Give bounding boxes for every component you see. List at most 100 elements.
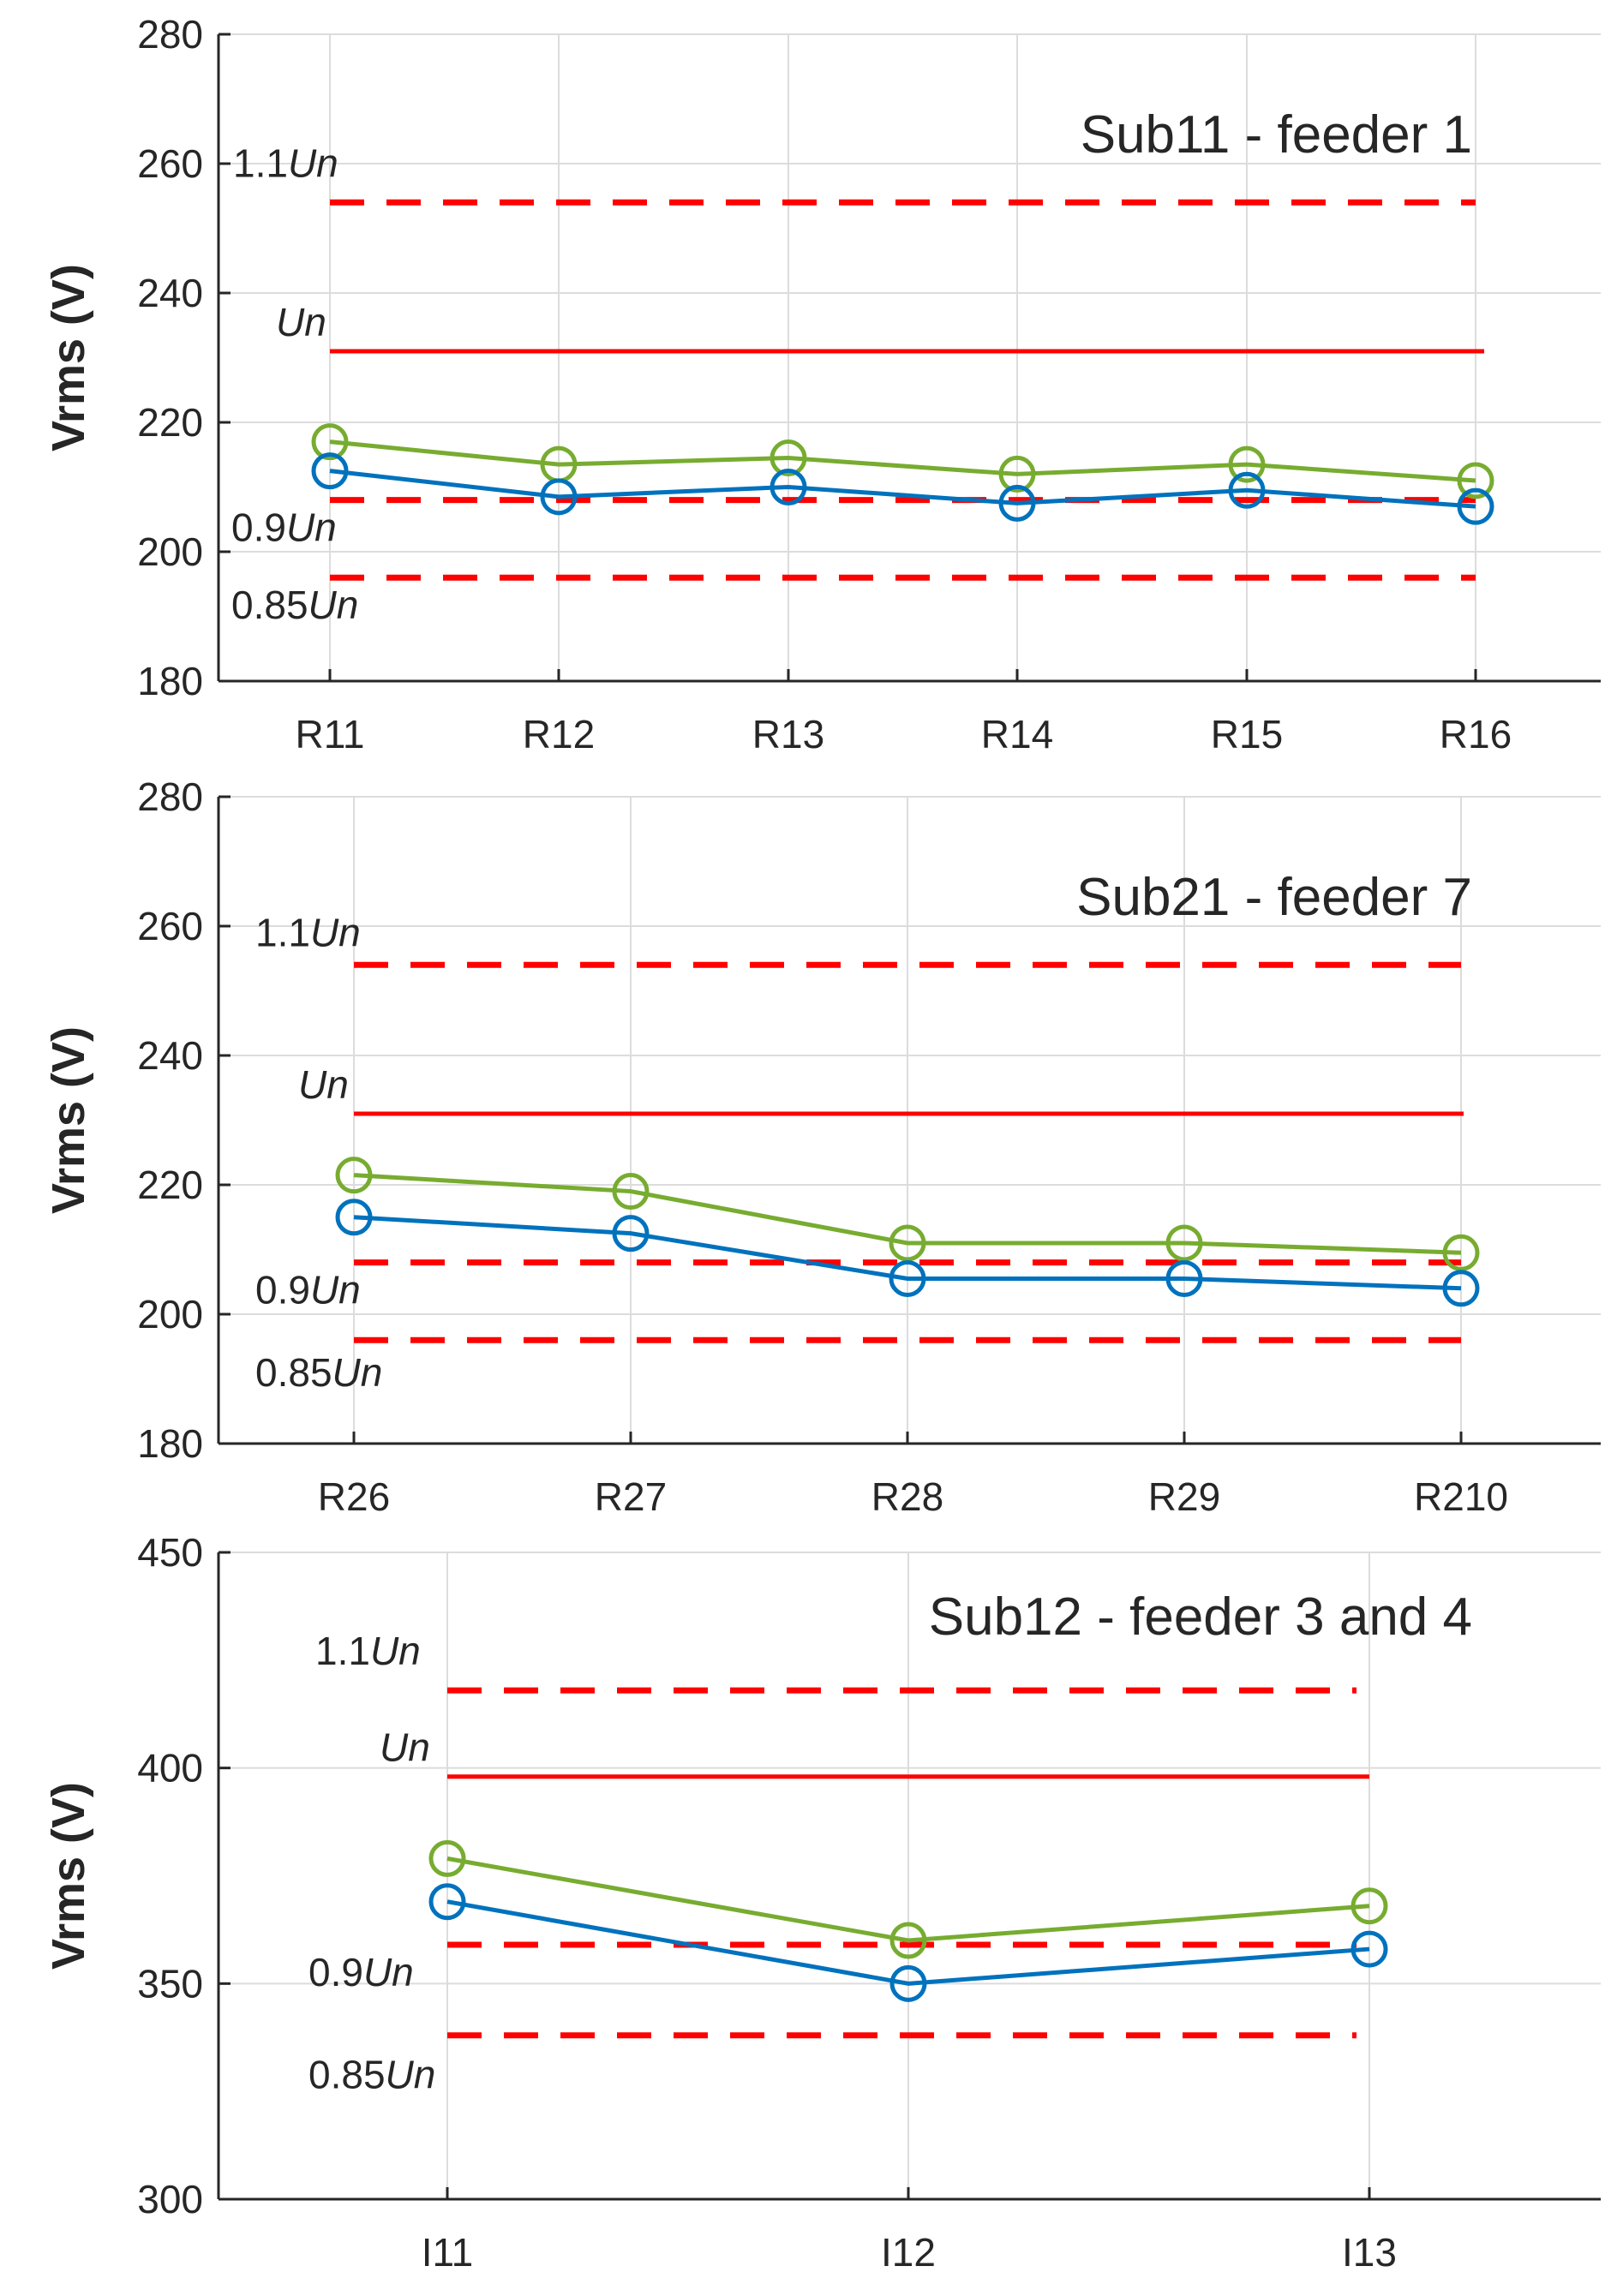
- data-point-green: [311, 423, 349, 461]
- data-point-blue: [889, 1964, 927, 2002]
- data-point-blue: [540, 478, 578, 516]
- series-line-blue: [329, 469, 1476, 509]
- y-tick-label: 350: [137, 1961, 203, 2006]
- x-tick-label: R210: [1414, 1474, 1508, 1519]
- data-point-blue: [335, 1199, 373, 1236]
- x-tick-label: R14: [981, 712, 1053, 756]
- data-point-green: [612, 1173, 650, 1211]
- data-point-blue: [770, 469, 807, 505]
- data-point-blue: [1165, 1259, 1203, 1297]
- reference-line-label: 0.9Un: [308, 1950, 414, 1994]
- y-tick-label: 280: [137, 12, 203, 57]
- y-tick-label: 220: [137, 400, 203, 445]
- reference-label-prefix: 1.1: [255, 910, 310, 954]
- reference-line-label: 1.1Un: [315, 1629, 421, 1673]
- data-point-blue: [1442, 1270, 1480, 1307]
- x-tick-label: R16: [1440, 712, 1512, 756]
- y-tick-label: 200: [137, 1292, 203, 1336]
- reference-label-prefix: 0.9: [255, 1268, 310, 1312]
- reference-label-italic: Un: [363, 1950, 414, 1994]
- data-point-green: [1442, 1234, 1480, 1271]
- reference-label-italic: Un: [310, 910, 361, 954]
- reference-label-prefix: 0.85: [308, 2053, 386, 2097]
- reference-line-label: Un: [276, 300, 326, 344]
- y-tick-label: 240: [137, 1033, 203, 1078]
- data-point-green: [335, 1157, 373, 1194]
- reference-label-prefix: 1.1: [315, 1629, 370, 1673]
- data-point-green: [1457, 462, 1494, 499]
- reference-line-label: Un: [298, 1062, 349, 1107]
- reference-label-prefix: 0.85: [231, 583, 308, 627]
- reference-line-label: 0.85Un: [308, 2053, 435, 2097]
- y-tick-label: 260: [137, 141, 203, 186]
- data-point-green: [1351, 1887, 1388, 1925]
- reference-line-label: 0.9Un: [231, 505, 337, 550]
- reference-label-prefix: 0.9: [231, 505, 286, 550]
- x-tick-label: R11: [296, 712, 365, 756]
- reference-line-label: 0.85Un: [255, 1350, 382, 1395]
- reference-label-italic: Un: [276, 300, 326, 344]
- reference-label-italic: Un: [386, 2053, 436, 2097]
- reference-label-italic: Un: [310, 1268, 361, 1312]
- data-point-green: [1228, 445, 1266, 483]
- chart-title: Sub21 - feeder 7: [1076, 868, 1472, 927]
- chart-panel-1: 180 200 220 240 260 280 R11 R12 R13 R14 R15 R16 Vrms…: [43, 12, 1601, 756]
- data-point-blue: [311, 452, 349, 490]
- reference-label-italic: Un: [286, 505, 337, 550]
- reference-label-italic: Un: [308, 583, 359, 627]
- reference-line-label: 0.85Un: [231, 583, 358, 627]
- y-tick-label: 180: [137, 659, 203, 703]
- y-axis-label: Vrms (V): [43, 1026, 94, 1214]
- data-point-blue: [1351, 1930, 1388, 1968]
- y-tick-label: 300: [137, 2177, 203, 2221]
- reference-label-prefix: 0.9: [308, 1950, 363, 1994]
- data-point-blue: [889, 1259, 926, 1297]
- reference-label-prefix: 0.85: [255, 1350, 332, 1395]
- chart-title: Sub11 - feeder 1: [1081, 105, 1472, 164]
- data-point-green: [889, 1224, 926, 1262]
- data-point-green: [889, 1922, 927, 1959]
- data-point-blue: [1228, 471, 1266, 509]
- x-tick-label: R29: [1148, 1474, 1220, 1519]
- series-line-green: [353, 1173, 1462, 1255]
- reference-label-italic: Un: [288, 141, 338, 185]
- y-tick-label: 260: [137, 904, 203, 948]
- data-point-blue: [1457, 487, 1494, 525]
- series-line-blue: [353, 1215, 1462, 1291]
- reference-label-italic: Un: [332, 1350, 383, 1395]
- x-tick-label: R12: [523, 712, 595, 756]
- chart-panel-2: 180 200 220 240 260 280 R26 R27 R28 R29 R210 Vrms (…: [43, 774, 1601, 1519]
- reference-line-label: Un: [380, 1725, 430, 1770]
- x-tick-label: R13: [752, 712, 824, 756]
- data-point-green: [428, 1839, 466, 1877]
- data-point-green: [1165, 1224, 1203, 1262]
- x-tick-label: R27: [595, 1474, 667, 1519]
- x-tick-label: R15: [1211, 712, 1283, 756]
- reference-line-label: 0.9Un: [255, 1268, 361, 1312]
- reference-label-italic: Un: [380, 1725, 430, 1770]
- y-tick-label: 180: [137, 1421, 203, 1466]
- data-point-green: [998, 455, 1036, 493]
- y-tick-label: 280: [137, 774, 203, 819]
- y-tick-label: 240: [137, 271, 203, 315]
- series-line-blue: [446, 1899, 1370, 1986]
- reference-line-label: 1.1Un: [255, 910, 361, 954]
- data-point-blue: [998, 484, 1036, 522]
- x-tick-label: I12: [881, 2230, 936, 2275]
- y-axis-label: Vrms (V): [43, 1782, 94, 1970]
- x-tick-label: R28: [871, 1474, 943, 1519]
- data-point-blue: [428, 1883, 466, 1921]
- x-tick-label: I13: [1342, 2230, 1397, 2275]
- series-line-green: [329, 439, 1476, 483]
- reference-label-prefix: 1.1: [233, 141, 288, 185]
- chart-title: Sub12 - feeder 3 and 4: [929, 1587, 1472, 1647]
- x-tick-label: I11: [422, 2230, 474, 2275]
- y-tick-label: 450: [137, 1530, 203, 1575]
- y-tick-label: 220: [137, 1163, 203, 1207]
- reference-label-italic: Un: [298, 1062, 349, 1107]
- y-axis-label: Vrms (V): [43, 264, 94, 451]
- series-line-green: [446, 1856, 1370, 1943]
- x-tick-label: R26: [318, 1474, 390, 1519]
